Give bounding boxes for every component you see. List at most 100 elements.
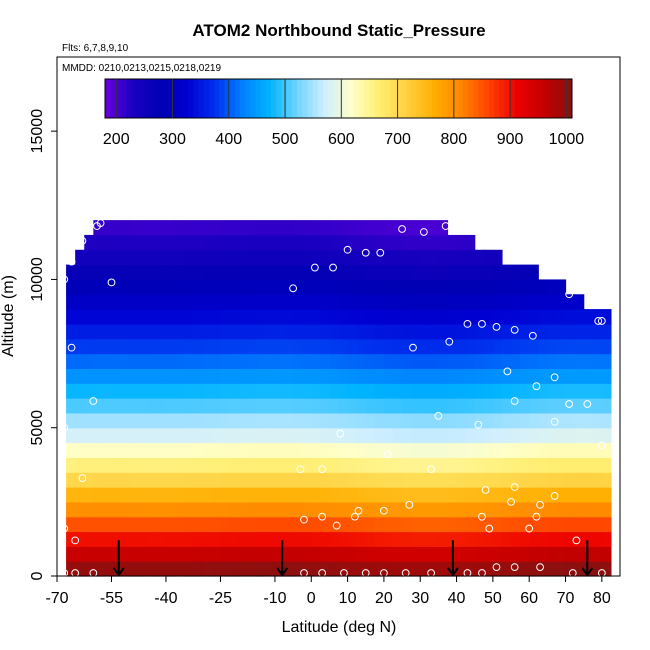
heatmap-cell (447, 323, 458, 340)
heatmap-cell (93, 427, 103, 444)
heatmap-cell (265, 531, 276, 547)
heatmap-cell (392, 487, 403, 503)
heatmap-cell (474, 398, 485, 414)
colorbar-swatch (566, 79, 573, 118)
heatmap-cell (347, 487, 358, 503)
heatmap-cell (365, 501, 376, 518)
heatmap-cell (129, 353, 140, 369)
heatmap-cell (75, 427, 85, 444)
heatmap-cell (438, 264, 449, 281)
heatmap-cell (184, 427, 194, 444)
colorbar-swatch (203, 79, 210, 118)
heatmap-cell (120, 546, 131, 562)
heatmap-cell (383, 264, 394, 281)
colorbar-tick-label: 900 (497, 131, 524, 148)
heatmap-cell (356, 472, 367, 488)
heatmap-cell (601, 412, 612, 429)
heatmap-cell (238, 220, 249, 236)
heatmap-cell (120, 338, 131, 355)
heatmap-cell (520, 472, 530, 488)
heatmap-cell (111, 442, 122, 458)
flights-note: Flts: 6,7,8,9,10 (62, 43, 129, 54)
observation-point (67, 343, 76, 352)
heatmap-cell (465, 323, 476, 340)
heatmap-cell (184, 338, 194, 355)
heatmap-cell (175, 398, 185, 414)
heatmap-cell (574, 309, 585, 325)
heatmap-cell (329, 249, 340, 266)
x-tick-label: -55 (100, 590, 123, 607)
heatmap-cell (75, 472, 85, 488)
heatmap-cell (574, 457, 585, 473)
heatmap-cell (402, 412, 412, 429)
heatmap-cell (256, 353, 267, 369)
colorbar-swatch (499, 79, 506, 118)
heatmap-cell (365, 220, 376, 236)
heatmap-cell (438, 279, 449, 295)
heatmap-cell (111, 294, 122, 310)
heatmap-cell (156, 427, 167, 444)
y-tick-label: 10000 (29, 257, 46, 302)
heatmap-cell (193, 249, 203, 266)
heatmap-cell (156, 412, 167, 429)
heatmap-cell (547, 427, 558, 444)
heatmap-cell (411, 487, 421, 503)
colorbar-swatch (421, 79, 428, 118)
heatmap-cell (392, 383, 403, 399)
heatmap-cell (229, 309, 240, 325)
heatmap-cell (456, 472, 467, 488)
heatmap-cell (429, 516, 439, 533)
heatmap-cell (320, 398, 331, 414)
heatmap-cell (66, 472, 76, 488)
heatmap-cell (311, 338, 321, 355)
heatmap-cell (102, 457, 113, 473)
heatmap-cell (102, 353, 113, 369)
heatmap-cell (220, 516, 231, 533)
heatmap-cell (556, 487, 567, 503)
heatmap-cell (156, 383, 167, 399)
heatmap-cell (520, 309, 530, 325)
colorbar-swatch (520, 79, 526, 118)
heatmap-cell (529, 501, 539, 518)
heatmap-cell (66, 531, 76, 547)
heatmap-cell (184, 487, 194, 503)
heatmap-cell (211, 427, 222, 444)
heatmap-cell (211, 531, 222, 547)
heatmap-cell (84, 279, 94, 295)
heatmap-cell (120, 472, 131, 488)
heatmap-cell (529, 294, 539, 310)
observation-point (310, 263, 319, 272)
heatmap-cell (75, 383, 85, 399)
heatmap-cell (574, 353, 585, 369)
heatmap-cell (429, 368, 439, 384)
heatmap-cell (392, 249, 403, 266)
heatmap-cell (175, 412, 185, 429)
heatmap-cell (165, 234, 176, 251)
x-tick-label: 10 (339, 590, 357, 607)
heatmap-cell (565, 516, 576, 533)
heatmap-cell (529, 412, 539, 429)
heatmap-cell (474, 457, 485, 473)
heatmap-cell (75, 279, 85, 295)
colorbar-swatch (245, 79, 251, 118)
heatmap-cell (165, 220, 176, 236)
heatmap-cell (102, 472, 113, 488)
colorbar-swatch (328, 79, 334, 118)
heatmap-cell (256, 234, 267, 251)
heatmap-cell (556, 309, 567, 325)
heatmap-cell (256, 472, 267, 488)
heatmap-cell (347, 383, 358, 399)
heatmap-cell (274, 501, 285, 518)
heatmap-cell (465, 279, 476, 295)
heatmap-cell (447, 487, 458, 503)
heatmap-cell (66, 501, 76, 518)
x-tick-label: 20 (375, 590, 393, 607)
heatmap-cell (338, 487, 349, 503)
x-tick-label: -10 (263, 590, 286, 607)
heatmap-cell (184, 546, 194, 562)
heatmap-cell (365, 294, 376, 310)
heatmap-cell (383, 427, 394, 444)
heatmap-cell (547, 383, 558, 399)
heatmap-cell (592, 472, 603, 488)
heatmap-cell (247, 220, 258, 236)
